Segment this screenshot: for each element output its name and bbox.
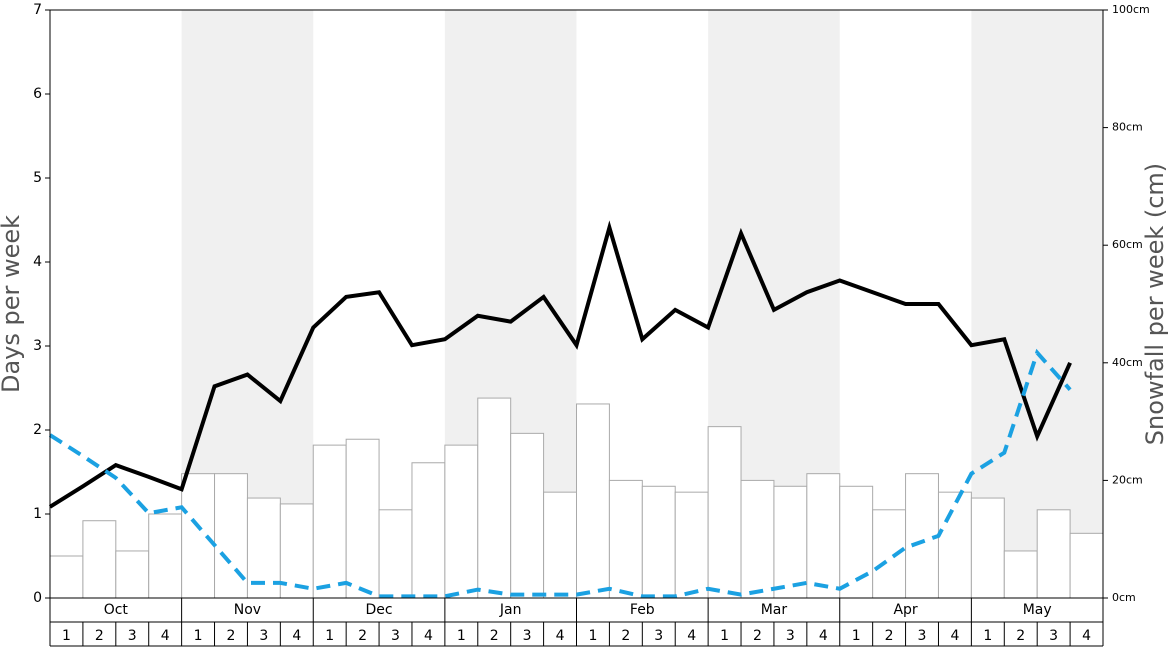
x-tick-label: 4 xyxy=(292,628,301,644)
x-tick-label: 1 xyxy=(194,628,203,644)
bar xyxy=(543,491,577,599)
y-tick-label: 2 xyxy=(33,422,42,438)
month-label: Jan xyxy=(499,602,522,618)
bar xyxy=(674,491,709,599)
x-tick-label: 4 xyxy=(1082,628,1091,644)
bar xyxy=(444,444,479,599)
x-tick-label: 3 xyxy=(259,628,268,644)
x-tick-label: 4 xyxy=(556,628,565,644)
x-tick-label: 1 xyxy=(983,628,992,644)
x-tick-label: 3 xyxy=(1049,628,1058,644)
x-tick-label: 2 xyxy=(885,628,894,644)
bar xyxy=(576,403,610,599)
bar xyxy=(148,513,183,599)
y-tick-label: 3 xyxy=(33,338,42,354)
bar xyxy=(1036,509,1071,599)
bar xyxy=(1069,532,1104,599)
month-label: May xyxy=(1023,602,1052,618)
x-tick-label: 1 xyxy=(852,628,861,644)
y2-tick-label: 0cm xyxy=(1112,591,1136,604)
month-label: Dec xyxy=(366,602,393,618)
month-label: Apr xyxy=(893,602,917,618)
line xyxy=(48,220,1072,509)
x-tick-label: 3 xyxy=(918,628,927,644)
bar xyxy=(740,479,775,599)
y-tick-label: 6 xyxy=(33,86,42,102)
bar xyxy=(49,555,84,599)
y2-tick-label: 100cm xyxy=(1112,3,1150,16)
x-tick-label: 2 xyxy=(95,628,104,644)
x-tick-label: 1 xyxy=(720,628,729,644)
bar xyxy=(839,485,874,599)
x-tick-label: 2 xyxy=(358,628,367,644)
month-label: Mar xyxy=(761,602,788,618)
bar xyxy=(970,497,1005,599)
x-tick-label: 4 xyxy=(687,628,696,644)
x-tick-label: 2 xyxy=(1016,628,1025,644)
y-tick-label: 0 xyxy=(33,590,42,606)
x-tick-label: 4 xyxy=(424,628,433,644)
bar xyxy=(641,485,676,599)
month-label: Feb xyxy=(630,602,655,618)
y2-tick-label: 80cm xyxy=(1112,121,1143,134)
y-tick-label: 7 xyxy=(33,2,42,18)
bar xyxy=(345,438,380,599)
month-label: Oct xyxy=(104,602,129,618)
bar xyxy=(378,509,413,599)
x-tick-label: 2 xyxy=(753,628,762,644)
bar xyxy=(312,444,347,599)
bar xyxy=(115,550,150,599)
bar xyxy=(707,426,742,599)
bar xyxy=(510,432,545,599)
y-tick-label: 5 xyxy=(33,170,42,186)
x-tick-label: 1 xyxy=(457,628,466,644)
bar xyxy=(82,520,117,599)
y-axis-label: Days per week xyxy=(0,215,25,393)
x-tick-label: 4 xyxy=(819,628,828,644)
x-tick-label: 1 xyxy=(62,628,71,644)
x-tick-label: 4 xyxy=(161,628,170,644)
y2-tick-label: 40cm xyxy=(1112,356,1143,369)
y-tick-label: 4 xyxy=(33,254,42,270)
bar xyxy=(872,509,907,599)
bar xyxy=(411,462,446,599)
x-tick-label: 3 xyxy=(128,628,137,644)
x-tick-label: 2 xyxy=(227,628,236,644)
bar xyxy=(1003,550,1038,599)
dashed-line xyxy=(48,348,1072,599)
x-tick-label: 3 xyxy=(786,628,795,644)
bar xyxy=(806,473,841,599)
x-tick-label: 3 xyxy=(391,628,400,644)
bar xyxy=(608,479,643,599)
bar xyxy=(477,397,512,599)
y-tick-label: 1 xyxy=(33,506,42,522)
bar xyxy=(937,491,972,599)
bar xyxy=(773,485,808,599)
x-tick-label: 3 xyxy=(654,628,663,644)
x-tick-label: 1 xyxy=(325,628,334,644)
y2-tick-label: 60cm xyxy=(1112,238,1143,251)
month-label: Nov xyxy=(234,602,261,618)
bar xyxy=(181,473,216,599)
x-tick-label: 3 xyxy=(523,628,532,644)
x-tick-label: 4 xyxy=(950,628,959,644)
x-tick-label: 1 xyxy=(588,628,597,644)
x-tick-label: 2 xyxy=(621,628,630,644)
x-tick-label: 2 xyxy=(490,628,499,644)
y2-axis-label: Snowfall per week (cm) xyxy=(1141,163,1168,445)
y2-tick-label: 20cm xyxy=(1112,473,1143,486)
